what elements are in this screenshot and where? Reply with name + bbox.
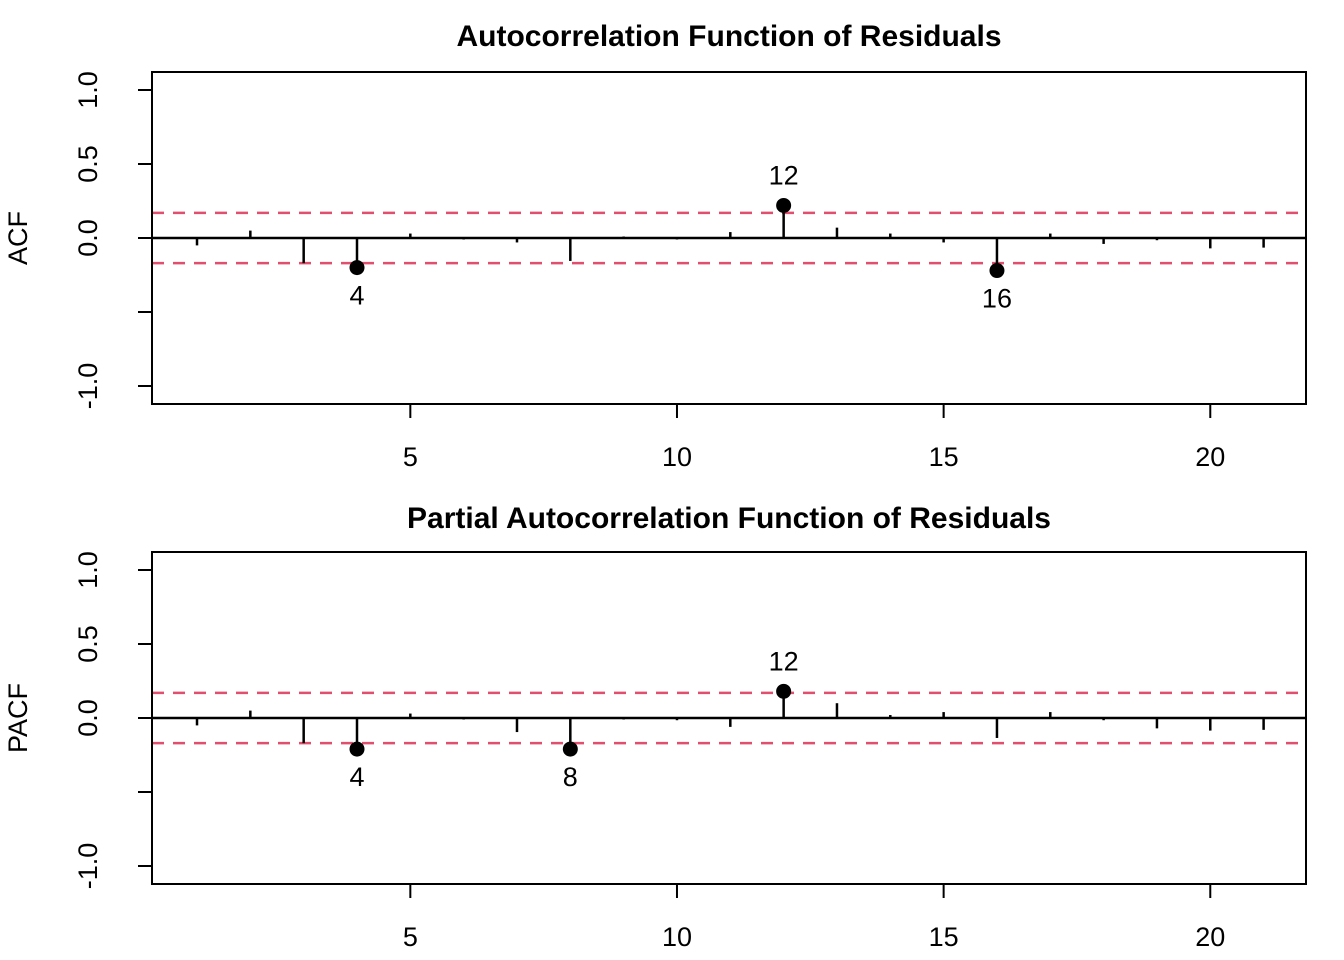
x-tick-label-5: 5 xyxy=(403,442,418,472)
panel-title: Partial Autocorrelation Function of Resi… xyxy=(407,502,1051,535)
y-tick-label--1.0: -1.0 xyxy=(73,363,103,410)
point-label-4: 4 xyxy=(349,281,364,311)
y-tick-label-0.0: 0.0 xyxy=(73,219,103,257)
marked-point-lag-8 xyxy=(562,741,578,757)
point-label-8: 8 xyxy=(563,762,578,792)
marked-point-lag-16 xyxy=(989,263,1005,279)
acf-panel: Autocorrelation Function of Residuals 4 12… xyxy=(3,20,1307,472)
marked-point-lag-4 xyxy=(349,260,365,276)
y-tick-label--1.0: -1.0 xyxy=(73,843,103,890)
point-label-12: 12 xyxy=(769,160,799,190)
marked-point-lag-12 xyxy=(776,197,792,213)
y-tick-label-0.5: 0.5 xyxy=(73,145,103,183)
panel-title: Autocorrelation Function of Residuals xyxy=(456,20,1001,53)
x-tick-label-15: 15 xyxy=(929,922,959,952)
y-axis-label: PACF xyxy=(3,683,33,753)
x-tick-label-15: 15 xyxy=(929,442,959,472)
y-tick-label-1.0: 1.0 xyxy=(73,551,103,589)
x-tick-label-10: 10 xyxy=(662,442,692,472)
point-label-12: 12 xyxy=(769,646,799,676)
y-axis-label: ACF xyxy=(3,211,33,265)
x-tick-label-10: 10 xyxy=(662,922,692,952)
point-label-16: 16 xyxy=(982,284,1012,314)
x-tick-label-20: 20 xyxy=(1195,442,1225,472)
y-tick-label-0.5: 0.5 xyxy=(73,625,103,663)
pacf-panel: Partial Autocorrelation Function of Resi… xyxy=(3,502,1307,952)
x-tick-label-20: 20 xyxy=(1195,922,1225,952)
y-tick-label-0.0: 0.0 xyxy=(73,699,103,737)
marked-point-lag-12 xyxy=(776,683,792,699)
point-label-4: 4 xyxy=(349,762,364,792)
x-tick-label-5: 5 xyxy=(403,922,418,952)
y-tick-label-1.0: 1.0 xyxy=(73,71,103,109)
marked-point-lag-4 xyxy=(349,741,365,757)
